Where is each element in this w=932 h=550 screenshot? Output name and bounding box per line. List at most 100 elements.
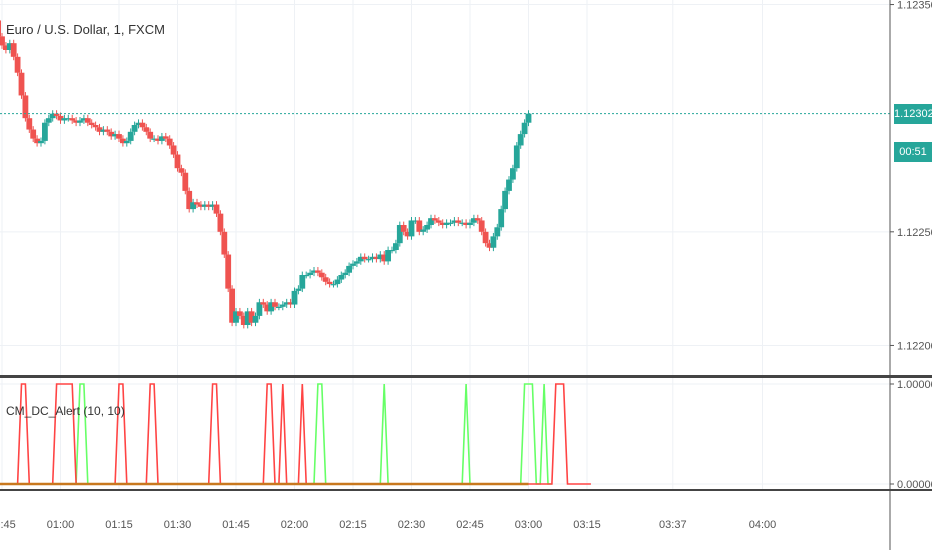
- candle-body: [170, 145, 177, 155]
- x-tick-label: 04:00: [749, 519, 777, 531]
- candle-body: [88, 122, 95, 125]
- candle-body: [521, 122, 528, 135]
- candle-body: [435, 220, 442, 223]
- indicator-lines: [0, 383, 591, 486]
- candle-body: [307, 272, 313, 275]
- candle-body: [283, 302, 290, 305]
- x-tick-label: 02:30: [398, 519, 426, 531]
- countdown-badge: 00:51: [894, 141, 932, 162]
- candle-body: [73, 120, 79, 123]
- pane-separator[interactable]: [0, 375, 932, 378]
- candle-body: [463, 222, 469, 225]
- candle-body: [166, 138, 173, 146]
- indicator-label: CM_DC_Alert (10, 10): [6, 404, 125, 418]
- candle-body: [159, 136, 165, 141]
- candle-body: [81, 118, 87, 121]
- x-tick-label: 02:45: [456, 519, 484, 531]
- candle-body: [279, 304, 286, 307]
- candle-body: [373, 256, 380, 260]
- candle-body: [486, 243, 493, 248]
- candle-body: [276, 306, 282, 309]
- candle-body: [0, 36, 5, 46]
- x-tick-label: 01:30: [164, 519, 192, 531]
- candle-body: [10, 43, 17, 57]
- candle-body: [162, 136, 169, 139]
- x-tick-label: 02:15: [339, 519, 367, 531]
- candle-body: [237, 311, 243, 316]
- candle-body: [182, 172, 189, 191]
- candle-body: [396, 225, 403, 244]
- candle-body: [420, 229, 427, 232]
- candle-body: [147, 131, 154, 139]
- candle-body: [112, 134, 118, 137]
- candle-body: [451, 220, 458, 223]
- candle-body: [299, 275, 306, 289]
- candle-body: [404, 231, 411, 237]
- candle-body: [240, 315, 247, 325]
- y-tick-label: 1.12350: [897, 0, 932, 12]
- y-tick-label: 1.12200: [897, 340, 932, 352]
- candle-body: [369, 256, 376, 260]
- candle-body: [53, 113, 60, 116]
- candles: [0, 20, 890, 329]
- candle-body: [57, 115, 64, 121]
- candle-body: [287, 302, 294, 305]
- x-tick-label: 03:37: [659, 519, 687, 531]
- candle-body: [291, 290, 298, 305]
- candle-body: [108, 131, 115, 137]
- candle-body: [455, 220, 462, 223]
- candle-body: [338, 275, 345, 280]
- candle-body: [213, 204, 220, 214]
- candle-body: [116, 134, 122, 139]
- candle-body: [361, 256, 368, 260]
- candle-body: [482, 231, 489, 244]
- candle-body: [229, 288, 235, 323]
- candle-body: [260, 302, 267, 305]
- candle-body: [205, 204, 212, 207]
- candle-body: [354, 261, 360, 264]
- candle-body: [432, 218, 438, 221]
- candle-body: [517, 134, 524, 146]
- candle-body: [77, 120, 83, 123]
- candle-body: [315, 270, 321, 273]
- candle-body: [252, 315, 259, 323]
- candle-body: [135, 122, 142, 125]
- candle-body: [65, 118, 72, 120]
- y-tick-label: 1.12250: [897, 227, 932, 239]
- candle-body: [498, 209, 505, 228]
- candle-body: [198, 204, 204, 207]
- candle-body: [295, 288, 302, 291]
- candle-body: [30, 129, 37, 139]
- candle-body: [381, 254, 388, 262]
- candle-body: [49, 113, 56, 119]
- x-tick-label: 01:15: [105, 519, 133, 531]
- x-tick-label: 03:00: [515, 519, 543, 531]
- candle-body: [272, 302, 278, 307]
- candle-body: [365, 259, 372, 261]
- candle-body: [400, 225, 407, 232]
- candle-body: [61, 118, 68, 121]
- candle-body: [416, 220, 423, 232]
- candle-body: [127, 131, 134, 141]
- axis-labels: 00:45 01:00 01:15 01:30 01:45 02:00 02:15 02:30…: [0, 0, 932, 531]
- candle-body: [155, 138, 161, 141]
- candle-body: [342, 272, 349, 275]
- candle-body: [439, 222, 446, 225]
- candle-body: [318, 272, 325, 278]
- candle-body: [209, 204, 216, 207]
- candle-body: [139, 122, 146, 128]
- candle-body: [513, 145, 520, 169]
- candle-body: [18, 72, 25, 96]
- candle-body: [104, 129, 111, 132]
- last-price-badge: 1.12302: [894, 103, 932, 124]
- candle-body: [412, 220, 419, 222]
- candle-body: [490, 236, 497, 248]
- candle-body: [428, 218, 434, 225]
- candle-body: [494, 227, 501, 237]
- candle-body: [6, 43, 13, 50]
- candle-body: [525, 113, 532, 123]
- candle-body: [221, 231, 228, 255]
- candle-body: [123, 140, 130, 144]
